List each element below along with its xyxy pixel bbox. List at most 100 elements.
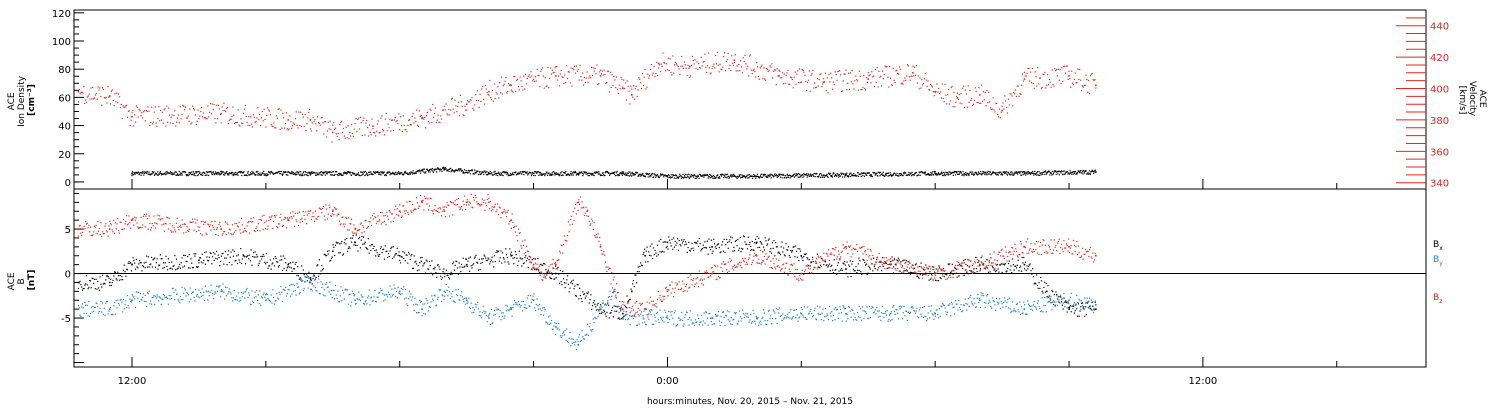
- bx-sample: [612, 316, 614, 318]
- ion-density-sample: [234, 174, 236, 176]
- ion-density-sample: [896, 172, 898, 175]
- ion-density-sample: [1089, 173, 1092, 175]
- bx-sample: [899, 270, 901, 272]
- ion-density-sample: [488, 172, 490, 174]
- bx-sample: [935, 268, 937, 270]
- velocity-sample: [551, 69, 553, 71]
- ion-density-sample: [280, 170, 282, 173]
- by-sample: [192, 291, 194, 293]
- velocity-sample: [790, 76, 792, 78]
- velocity-sample: [472, 107, 474, 109]
- velocity-sample: [300, 111, 302, 113]
- ion-density-sample: [807, 173, 809, 175]
- ion-density-sample: [531, 171, 534, 173]
- bx-sample: [198, 262, 200, 264]
- bx-sample: [216, 250, 218, 253]
- ion-density-sample: [806, 176, 808, 178]
- bx-sample: [514, 251, 516, 253]
- bx-sample: [105, 275, 108, 277]
- ion-density-sample: [345, 172, 347, 175]
- ion-density-sample: [680, 175, 682, 177]
- velocity-sample: [524, 88, 526, 90]
- bx-sample: [391, 246, 393, 248]
- velocity-sample: [291, 127, 293, 129]
- bx-sample: [522, 258, 524, 260]
- velocity-sample: [355, 118, 357, 120]
- velocity-sample: [177, 114, 180, 116]
- bx-sample: [872, 270, 874, 272]
- bx-sample: [464, 265, 466, 267]
- bx-sample: [155, 262, 157, 264]
- velocity-sample: [1005, 100, 1007, 102]
- velocity-sample: [142, 117, 144, 119]
- ion-density-sample: [1040, 172, 1042, 174]
- bx-sample: [270, 268, 272, 270]
- velocity-sample: [360, 122, 362, 124]
- bx-sample: [534, 269, 536, 271]
- velocity-sample: [638, 77, 640, 79]
- velocity-point: [934, 90, 936, 93]
- bx-sample: [417, 265, 419, 267]
- by-sample: [272, 289, 274, 291]
- ion-density-sample: [680, 177, 682, 179]
- bx-sample: [905, 260, 908, 262]
- bx-sample: [1036, 274, 1038, 276]
- ion-density-sample: [954, 174, 957, 176]
- ion-density-sample: [551, 173, 553, 176]
- bx-sample: [427, 268, 429, 270]
- velocity-sample: [1015, 95, 1017, 98]
- velocity-sample: [230, 118, 232, 120]
- bx-sample: [530, 268, 533, 270]
- velocity-sample: [1030, 71, 1032, 73]
- ion-density-sample: [902, 172, 905, 174]
- bx-sample: [569, 287, 571, 289]
- ion-density-sample: [861, 172, 863, 174]
- ion-density-sample: [887, 175, 889, 177]
- ion-density-sample: [770, 177, 772, 179]
- bx-sample: [281, 259, 283, 261]
- bx-sample: [425, 259, 427, 261]
- by-sample: [163, 295, 166, 297]
- velocity-sample: [707, 52, 710, 54]
- by-sample: [135, 291, 137, 293]
- by-sample: [464, 303, 467, 305]
- bx-sample: [494, 260, 496, 263]
- by-sample: [221, 290, 223, 292]
- by-sample: [157, 296, 159, 298]
- ion-density-sample: [669, 176, 671, 178]
- velocity-sample: [308, 111, 310, 113]
- ion-density-sample: [696, 176, 699, 178]
- ion-density-sample: [732, 174, 734, 176]
- ion-density-sample: [657, 176, 659, 178]
- ion-density-sample: [464, 171, 467, 173]
- ion-density-sample: [550, 173, 552, 175]
- ion-density-sample: [964, 173, 966, 176]
- ion-density-sample: [205, 174, 207, 176]
- velocity-sample: [935, 91, 937, 93]
- ion-density-sample: [628, 175, 631, 177]
- velocity-sample: [750, 69, 752, 71]
- velocity-sample: [108, 96, 110, 98]
- bx-sample: [281, 269, 284, 271]
- bx-sample: [1019, 265, 1022, 267]
- bx-sample: [357, 250, 359, 252]
- by-sample: [538, 308, 540, 310]
- bx-sample: [166, 265, 168, 268]
- bx-sample: [905, 270, 907, 272]
- data-points: [77, 51, 1097, 351]
- by-sample: [363, 303, 365, 305]
- bx-sample: [1068, 307, 1071, 309]
- velocity-sample: [492, 100, 495, 102]
- ion-density-sample: [1072, 171, 1074, 173]
- ion-density-sample: [700, 174, 702, 176]
- velocity-sample: [978, 87, 980, 89]
- velocity-sample: [679, 73, 681, 75]
- ion-density-sample: [704, 173, 706, 176]
- by-point: [77, 308, 80, 310]
- velocity-sample: [706, 71, 708, 74]
- by-sample: [148, 290, 150, 292]
- bx-sample: [779, 252, 781, 254]
- ion-density-sample: [299, 173, 301, 175]
- by-point: [613, 290, 615, 293]
- velocity-sample: [924, 72, 926, 75]
